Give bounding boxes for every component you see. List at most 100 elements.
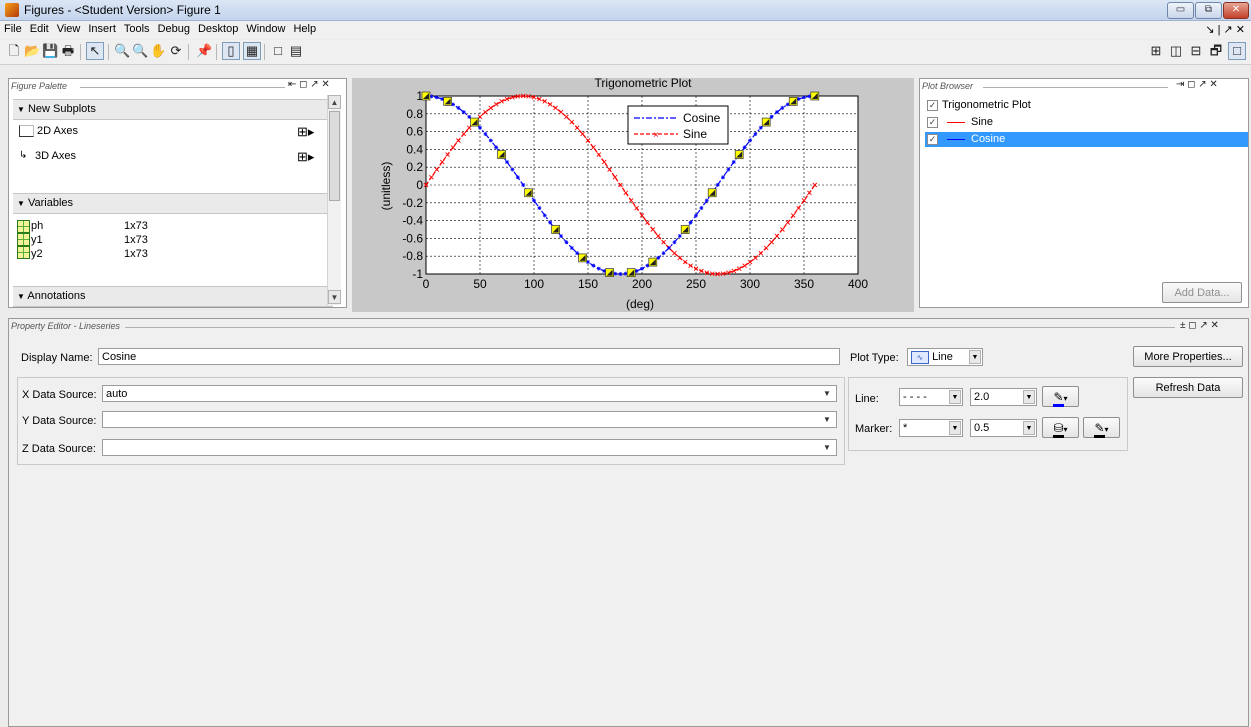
chevron-down-icon[interactable]: ▼ [1023, 390, 1035, 404]
series-cosine[interactable] [421, 91, 820, 277]
section-new-subplots[interactable]: ▼ New Subplots [13, 99, 333, 120]
grid-layout-icon[interactable]: ⊞▸ [297, 124, 315, 139]
chevron-down-icon[interactable]: ▼ [1023, 421, 1035, 435]
checkbox-checked-icon[interactable]: ✓ [927, 134, 938, 145]
legend[interactable]: Cosine × Sine [627, 105, 729, 145]
cosine-point [731, 159, 736, 164]
menu-window[interactable]: Window [246, 23, 286, 35]
tile-layout-icon[interactable]: ⊞ [1150, 43, 1162, 58]
section-annotations[interactable]: ▼ Annotations [13, 286, 333, 307]
cosine-point [769, 114, 774, 119]
sine-point [742, 263, 747, 268]
colorbar-icon[interactable]: ▯ [222, 42, 240, 60]
more-properties-button[interactable]: More Properties... [1133, 346, 1243, 367]
grid-layout-icon[interactable]: ⊞▸ [297, 149, 315, 164]
plot-browser-panel [919, 78, 1249, 308]
y-source-input[interactable] [102, 411, 837, 428]
cosine-point [564, 240, 569, 245]
variable-name[interactable]: y2 [31, 248, 43, 260]
section-variables[interactable]: ▼ Variables [13, 193, 333, 214]
z-source-input[interactable] [102, 439, 837, 456]
subplot-3d-axes[interactable]: ↳ 3D Axes [19, 150, 76, 162]
float-layout-icon[interactable]: 🗗 [1209, 43, 1223, 58]
trig-plot[interactable]: Trigonometric Plot 0 50 100 150 200 250 300 350… [352, 78, 914, 312]
line-plot-icon: ∿ [911, 350, 929, 364]
line-color-button[interactable]: ✎▾ [1042, 386, 1079, 407]
rotate-3d-icon[interactable]: ⟳ [170, 43, 182, 58]
plot-title[interactable]: Trigonometric Plot [595, 78, 693, 90]
scroll-down-icon[interactable]: ▼ [328, 290, 341, 304]
left-right-layout-icon[interactable]: ◫ [1169, 43, 1183, 58]
chevron-down-icon[interactable]: ▼ [949, 390, 961, 404]
cosine-point [510, 167, 515, 172]
new-figure-icon[interactable]: 🗋 [8, 43, 20, 58]
plot-browser-item-axes[interactable]: ✓ Trigonometric Plot [925, 98, 1245, 113]
zoom-out-icon[interactable]: 🔍 [132, 43, 149, 58]
variable-name[interactable]: y1 [31, 234, 43, 246]
x-source-input[interactable]: auto [102, 385, 837, 402]
hide-plot-tools-icon[interactable]: □ [274, 43, 282, 58]
print-icon[interactable]: 🖶 [61, 43, 75, 58]
plot-browser-item-cosine[interactable]: ✓ Cosine [925, 132, 1248, 147]
z-source-label: Z Data Source: [22, 443, 96, 455]
pan-hand-icon[interactable]: ✋ [150, 43, 167, 58]
edit-plot-arrow-icon[interactable]: ↖ [86, 42, 104, 60]
marker-size-select[interactable]: 0.5 ▼ [970, 419, 1037, 437]
plot-browser-dock-controls[interactable]: ⇥ ◻ ↗ ✕ [1176, 79, 1218, 90]
add-data-button[interactable]: Add Data... [1162, 282, 1242, 303]
checkbox-checked-icon[interactable]: ✓ [927, 100, 938, 111]
line-width-select[interactable]: 2.0 ▼ [970, 388, 1037, 406]
chevron-down-icon[interactable]: ▼ [823, 443, 831, 452]
data-cursor-icon[interactable]: 📌 [196, 43, 213, 58]
toolbar-separator [80, 44, 81, 60]
cosine-square-marker-shade [763, 119, 770, 126]
x-axis-label[interactable]: (deg) [626, 297, 654, 311]
menu-help[interactable]: Help [293, 23, 317, 35]
chevron-down-icon[interactable]: ▼ [969, 350, 981, 364]
palette-scrollbar[interactable]: ▲ ▼ [327, 95, 341, 305]
chevron-down-icon[interactable]: ▼ [823, 389, 831, 398]
figure-palette-dock-controls[interactable]: ⇤ ◻ ↗ ✕ [288, 79, 330, 90]
chevron-down-icon[interactable]: ▼ [949, 421, 961, 435]
subplot-2d-axes[interactable]: 2D Axes [19, 125, 78, 138]
sine-point [585, 138, 591, 143]
save-icon[interactable]: 💾 [42, 43, 59, 58]
marker-style-select[interactable]: * ▼ [899, 419, 963, 437]
checkbox-checked-icon[interactable]: ✓ [927, 117, 938, 128]
restore-button[interactable]: ⧉ [1195, 2, 1222, 19]
dock-controls[interactable]: ↘ | ↗ ✕ [1205, 24, 1245, 36]
zoom-in-icon[interactable]: 🔍 [114, 43, 131, 58]
menu-debug[interactable]: Debug [157, 23, 190, 35]
scroll-thumb[interactable] [329, 111, 340, 201]
maximize-layout-icon[interactable]: □ [1228, 42, 1246, 60]
menu-edit[interactable]: Edit [29, 23, 49, 35]
plot-type-select[interactable]: ∿ Line ▼ [907, 348, 983, 366]
minimize-button[interactable]: ▭ [1167, 2, 1194, 19]
menu-insert[interactable]: Insert [88, 23, 116, 35]
line-style-select[interactable]: - - - - ▼ [899, 388, 963, 406]
menu-view[interactable]: View [56, 23, 81, 35]
marker-fill-color-button[interactable]: ⛁▾ [1042, 417, 1079, 438]
display-name-input[interactable]: Cosine [98, 348, 840, 365]
top-bottom-layout-icon[interactable]: ⊟ [1190, 43, 1202, 58]
menu-desktop[interactable]: Desktop [197, 23, 239, 35]
refresh-data-button[interactable]: Refresh Data [1133, 377, 1243, 398]
plot-browser-item-sine[interactable]: ✓ Sine [925, 115, 1245, 130]
marker-edge-color-button[interactable]: ✎▾ [1083, 417, 1120, 438]
chevron-down-icon[interactable]: ▼ [823, 415, 831, 424]
menu-file[interactable]: File [4, 23, 22, 35]
scroll-up-icon[interactable]: ▲ [328, 95, 341, 109]
cosine-square-marker-shade [628, 269, 635, 276]
cosine-point [559, 234, 563, 239]
y-axis-label[interactable]: (unitless) [379, 162, 393, 211]
legend-box[interactable] [627, 105, 729, 145]
variable-name[interactable]: ph [31, 220, 44, 232]
menu-tools[interactable]: Tools [123, 23, 150, 35]
sine-point [655, 233, 661, 239]
open-file-icon[interactable]: 📂 [24, 43, 41, 58]
legend-icon[interactable]: ▦ [243, 42, 261, 60]
sine-point [547, 102, 553, 107]
property-editor-dock-controls[interactable]: ± ◻ ↗ ✕ [1180, 320, 1219, 331]
close-button[interactable]: ✕ [1223, 2, 1249, 19]
show-plot-tools-icon[interactable]: ▤ [289, 43, 303, 58]
